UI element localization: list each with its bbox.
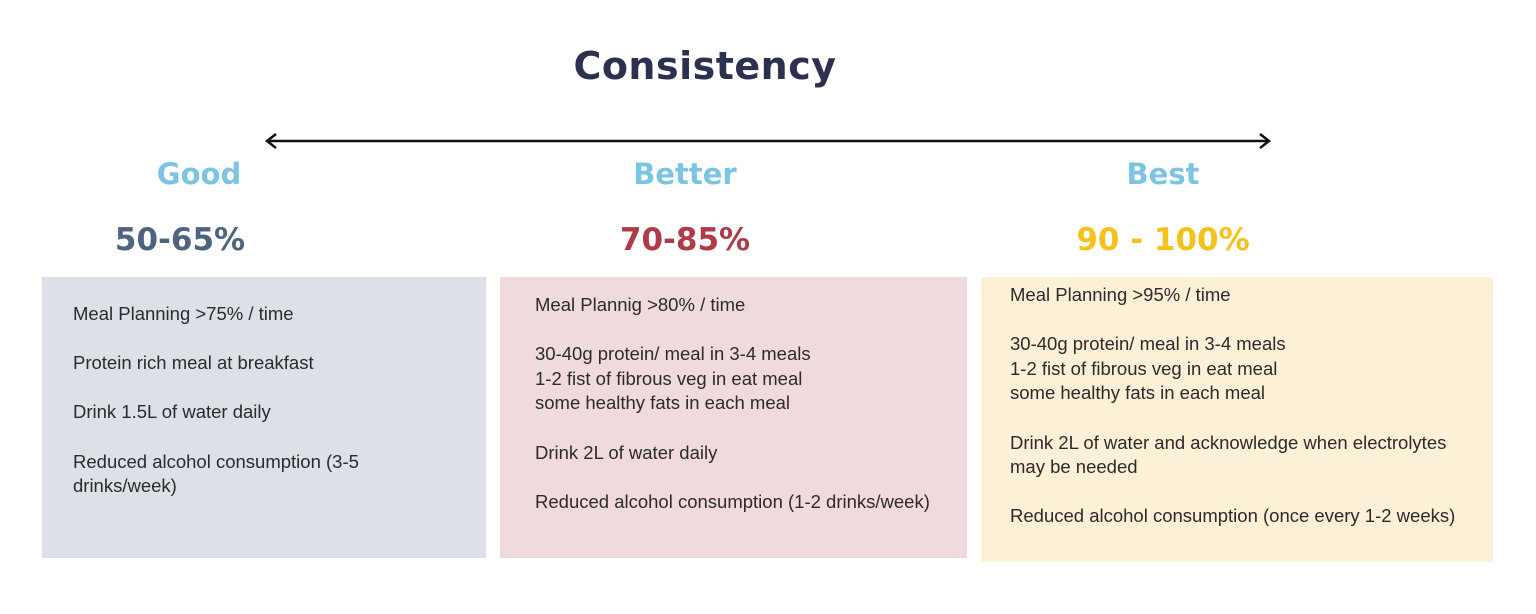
box-text-line: 30-40g protein/ meal in 3-4 meals [535, 343, 811, 365]
box-text-line: drinks/week) [73, 475, 177, 497]
spacer [1010, 308, 1493, 333]
box-text-line: may be needed [1010, 456, 1138, 478]
spacer [73, 327, 486, 352]
box-text-line: Drink 2L of water and acknowledge when e… [1010, 431, 1447, 453]
consistency-arrow [264, 133, 1272, 149]
spacer [73, 425, 486, 450]
box-text-line: 1-2 fist of fibrous veg in eat meal [1010, 357, 1278, 379]
better-box: Meal Plannig >80% / time 30-40g protein/ … [500, 277, 967, 558]
spacer [73, 376, 486, 401]
good-box: Meal Planning >75% / time Protein rich me… [42, 277, 486, 558]
box-text-line: Meal Plannig >80% / time [535, 294, 746, 315]
spacer [535, 465, 967, 490]
box-text-line: Meal Planning >95% / time [1010, 284, 1231, 305]
range-good: 50-65% [114, 222, 246, 258]
best-box: Meal Planning >95% / time 30-40g protein/… [981, 277, 1493, 562]
range-best: 90 - 100% [1076, 222, 1250, 258]
box-text-line: 1-2 fist of fibrous veg in eat meal [535, 367, 803, 389]
box-text-line: some healthy fats in each meal [1010, 382, 1266, 404]
spacer [535, 318, 967, 343]
tier-better-label: Better [633, 157, 737, 191]
box-text-line: some healthy fats in each meal [535, 392, 791, 414]
tier-good-label: Good [156, 157, 242, 191]
box-text-line: Reduced alcohol consumption (once every … [1010, 505, 1456, 527]
box-text-line: Reduced alcohol consumption (1-2 drinks/… [535, 490, 930, 512]
box-text-line: Protein rich meal at breakfast [73, 352, 314, 374]
spacer [1010, 406, 1493, 431]
box-text-line: Drink 1.5L of water daily [73, 401, 271, 423]
box-text-line: 30-40g protein/ meal in 3-4 meals [1010, 333, 1286, 355]
range-better: 70-85% [619, 222, 751, 258]
box-text-line: Drink 2L of water daily [535, 441, 718, 463]
page-title: Consistency [573, 44, 837, 88]
box-text-line: Meal Planning >75% / time [73, 303, 294, 324]
box-text-line: Reduced alcohol consumption (3-5 [73, 450, 359, 472]
spacer [1010, 480, 1493, 505]
spacer [535, 416, 967, 441]
tier-best-label: Best [1126, 157, 1200, 191]
